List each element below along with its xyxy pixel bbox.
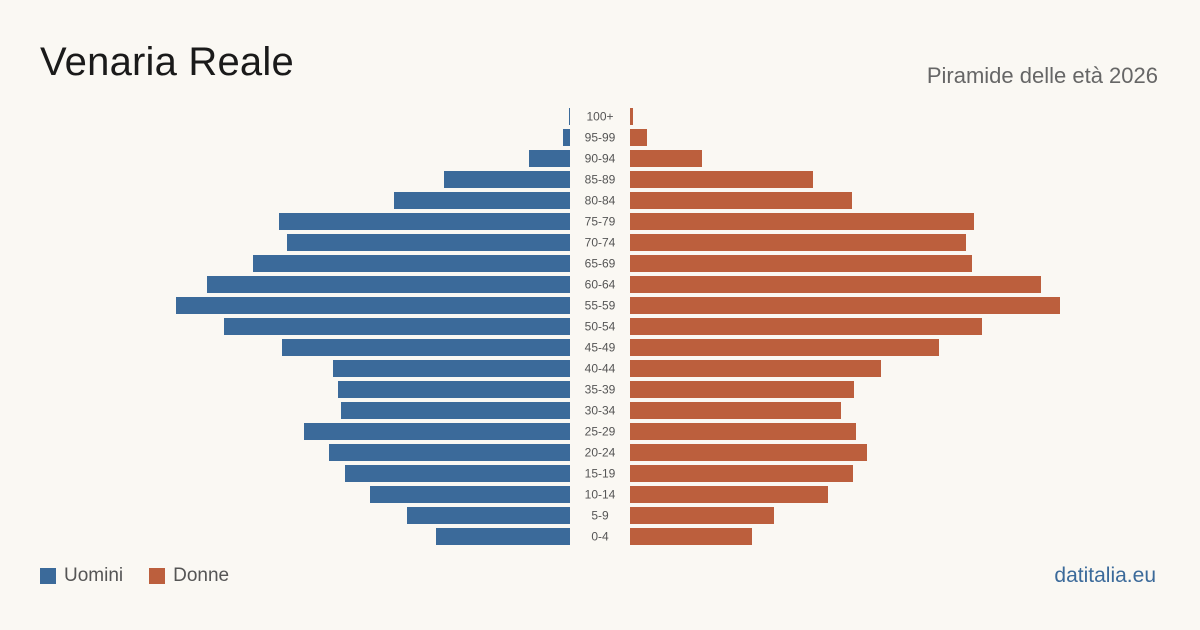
age-label-30-34: 30-34 [585,404,616,418]
bar-women-75-79 [630,213,974,230]
bar-women-40-44 [630,360,881,377]
bar-women-25-29 [630,423,856,440]
bar-men-55-59 [176,297,570,314]
chart-subtitle: Piramide delle età 2026 [926,63,1158,88]
legend-swatch-women [149,568,166,584]
legend-item-men: Uomini [40,565,123,587]
bar-women-65-69 [630,255,972,272]
bar-women-85-89 [630,171,813,188]
bar-women-70-74 [630,234,966,251]
age-label-20-24: 20-24 [585,446,616,460]
legend-swatch-men [40,568,56,584]
age-label-0-4: 0-4 [591,530,609,544]
bar-men-5-9 [407,507,570,524]
age-label-55-59: 55-59 [585,299,616,313]
age-label-50-54: 50-54 [585,320,616,334]
bar-men-70-74 [287,234,570,251]
bar-men-0-4 [436,528,570,545]
bar-men-85-89 [444,171,570,188]
bar-men-35-39 [338,381,570,398]
age-label-5-9: 5-9 [591,509,609,523]
bar-women-0-4 [630,528,752,545]
bar-men-15-19 [345,465,570,482]
bar-women-20-24 [630,444,867,461]
bar-men-80-84 [394,192,570,209]
bar-men-50-54 [224,318,570,335]
bar-men-75-79 [279,213,570,230]
legend-label-men: Uomini [64,565,124,586]
age-label-100+: 100+ [586,110,613,124]
bar-men-10-14 [370,486,570,503]
bar-women-100+ [630,108,633,125]
age-label-60-64: 60-64 [585,278,616,292]
bar-women-55-59 [630,297,1060,314]
bar-women-35-39 [630,381,854,398]
age-label-80-84: 80-84 [585,194,616,208]
bar-women-95-99 [630,129,647,146]
bar-men-30-34 [341,402,570,419]
age-label-85-89: 85-89 [585,173,616,187]
bar-men-90-94 [529,150,570,167]
age-label-35-39: 35-39 [585,383,616,397]
page-title: Venaria Reale [40,40,294,84]
age-label-10-14: 10-14 [585,488,616,502]
bar-men-65-69 [253,255,570,272]
bar-women-50-54 [630,318,982,335]
age-label-25-29: 25-29 [585,425,616,439]
age-label-95-99: 95-99 [585,131,616,145]
brand-link[interactable]: datitalia.eu [1054,564,1156,587]
bar-men-95-99 [563,129,570,146]
bar-men-60-64 [207,276,570,293]
bar-women-30-34 [630,402,841,419]
bar-women-80-84 [630,192,852,209]
age-label-70-74: 70-74 [585,236,616,250]
age-label-45-49: 45-49 [585,341,616,355]
bar-men-25-29 [304,423,570,440]
bar-women-45-49 [630,339,939,356]
bar-men-100+ [569,108,570,125]
age-label-90-94: 90-94 [585,152,616,166]
age-label-75-79: 75-79 [585,215,616,229]
bar-men-20-24 [329,444,570,461]
bar-women-15-19 [630,465,853,482]
legend: Uomini Donne [40,565,255,587]
age-label-65-69: 65-69 [585,257,616,271]
age-label-15-19: 15-19 [585,467,616,481]
bar-men-45-49 [282,339,570,356]
bar-women-90-94 [630,150,702,167]
bar-women-10-14 [630,486,828,503]
bar-men-40-44 [333,360,570,377]
bar-women-5-9 [630,507,774,524]
age-label-40-44: 40-44 [585,362,616,376]
legend-item-women: Donne [149,565,229,587]
bar-women-60-64 [630,276,1041,293]
legend-label-women: Donne [173,565,230,586]
